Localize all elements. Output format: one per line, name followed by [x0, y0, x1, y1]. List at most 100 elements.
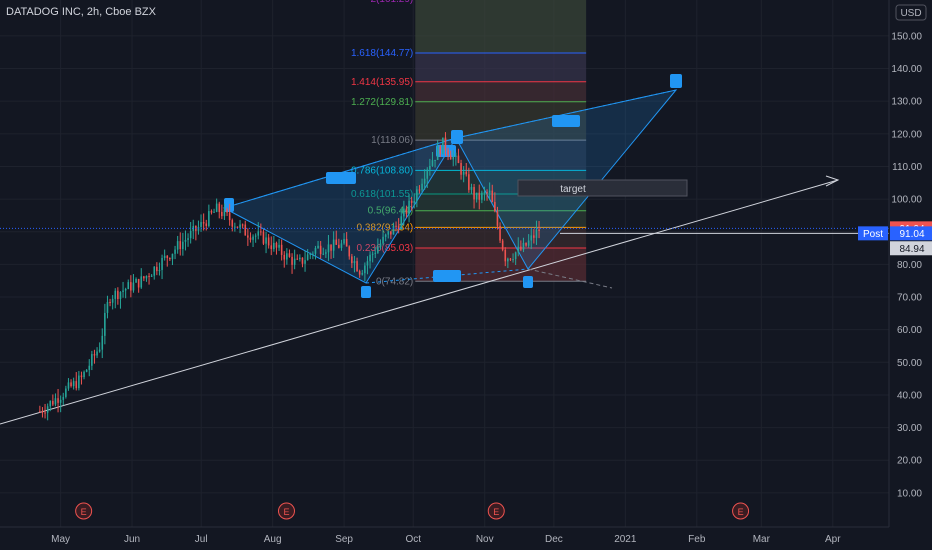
- currency-badge: [895, 4, 927, 21]
- candle-body: [361, 273, 364, 275]
- price-tick-label: 20.00: [897, 456, 922, 467]
- candle-body: [379, 243, 382, 247]
- candle-body: [202, 222, 205, 224]
- candle-body: [312, 253, 314, 255]
- post-label: Post: [863, 229, 883, 240]
- candle-body: [400, 216, 403, 230]
- fib-level-label: 0(74.82): [376, 276, 413, 287]
- candle-body: [436, 146, 439, 160]
- candle-body: [249, 237, 252, 240]
- price-tick-label: 40.00: [897, 390, 922, 401]
- time-tick-label: Jun: [124, 534, 140, 545]
- candle-body: [228, 212, 231, 221]
- pattern-marker: [433, 270, 461, 282]
- price-tick-label: 130.00: [891, 97, 922, 108]
- candle-body: [348, 246, 351, 257]
- candle-body: [252, 236, 254, 240]
- candle-body: [413, 201, 416, 203]
- candle-body: [332, 239, 335, 251]
- secondary-price-tag: [890, 241, 932, 256]
- fib-level-label: 1.618(144.77): [351, 48, 413, 59]
- candle-body: [449, 155, 452, 160]
- candle-body: [174, 249, 176, 254]
- candle-body: [218, 203, 221, 212]
- price-axis[interactable]: 10.00 20.00 30.00 40.00 50.00 60.00 70.00 80.00…: [858, 0, 932, 550]
- candle-body: [533, 235, 535, 238]
- price-tick-label: 110.00: [892, 162, 922, 173]
- fib-zone: [415, 0, 587, 53]
- candle-body: [410, 200, 413, 203]
- earnings-event-label: E: [493, 507, 499, 517]
- candle-body: [166, 255, 169, 259]
- candle-body: [169, 258, 171, 260]
- candle-body: [286, 253, 288, 260]
- candle-body: [426, 169, 429, 179]
- candle-body: [156, 266, 158, 272]
- time-tick-label: Jul: [195, 534, 208, 545]
- candle-body: [184, 239, 187, 242]
- currency-label: USD: [900, 8, 921, 19]
- time-tick-label: May: [51, 534, 70, 545]
- candle-body: [319, 245, 322, 255]
- candle-body: [527, 240, 530, 246]
- candle-body: [530, 235, 533, 241]
- candle-body: [345, 238, 348, 247]
- earnings-event-marker: [75, 502, 93, 520]
- candle-body: [83, 371, 85, 378]
- candle-body: [223, 209, 226, 217]
- candle-body: [405, 208, 408, 214]
- candle-body: [132, 282, 135, 291]
- candle-body: [91, 354, 93, 366]
- candle-body: [75, 381, 78, 389]
- candle-body: [265, 237, 267, 244]
- target-box: [517, 179, 688, 197]
- candle-body: [46, 406, 49, 413]
- candle-body: [104, 312, 106, 336]
- candle-body: [395, 225, 397, 227]
- candle-body: [377, 246, 379, 253]
- time-tick-label: 2021: [614, 534, 637, 545]
- candle-body: [327, 244, 330, 253]
- candle-body: [171, 253, 174, 260]
- candle-body: [96, 351, 98, 356]
- candle-body: [496, 211, 499, 226]
- fib-level-label: 1.414(135.95): [351, 77, 413, 88]
- price-tick-label: 140.00: [891, 64, 922, 75]
- candle-body: [260, 231, 262, 233]
- candle-body: [538, 229, 540, 232]
- candle-body: [296, 258, 299, 260]
- candle-body: [189, 230, 192, 239]
- candle-body: [257, 231, 260, 236]
- candle-body: [356, 261, 358, 272]
- candle-body: [460, 163, 462, 175]
- candle-body: [384, 234, 387, 237]
- candle-body: [444, 137, 447, 151]
- candle-body: [231, 220, 234, 227]
- candle-body: [403, 208, 405, 217]
- candle-body: [369, 254, 371, 262]
- candle-body: [247, 235, 249, 238]
- candle-body: [124, 289, 127, 291]
- candle-body: [465, 171, 468, 175]
- candle-body: [309, 254, 312, 256]
- time-tick-label: Apr: [825, 534, 841, 545]
- candle-body: [280, 244, 283, 255]
- candle-body: [221, 211, 223, 217]
- candle-body: [382, 236, 384, 244]
- candle-body: [182, 241, 184, 250]
- time-axis[interactable]: May Jun Jul Aug Sep Oct Nov Dec 2021 Feb Mar Apr: [0, 526, 889, 550]
- candle-body: [507, 258, 509, 262]
- candle-body: [192, 225, 195, 231]
- candle-body: [390, 231, 392, 235]
- candle-body: [408, 200, 410, 214]
- target-label: target: [560, 184, 586, 195]
- candle-body: [525, 242, 527, 246]
- candle-body: [41, 411, 44, 413]
- candle-body: [343, 238, 345, 244]
- candle-body: [44, 412, 46, 414]
- candle-body: [161, 257, 163, 270]
- fib-level-label: 0.236(85.03): [357, 243, 414, 254]
- trend-lines[interactable]: [0, 175, 840, 425]
